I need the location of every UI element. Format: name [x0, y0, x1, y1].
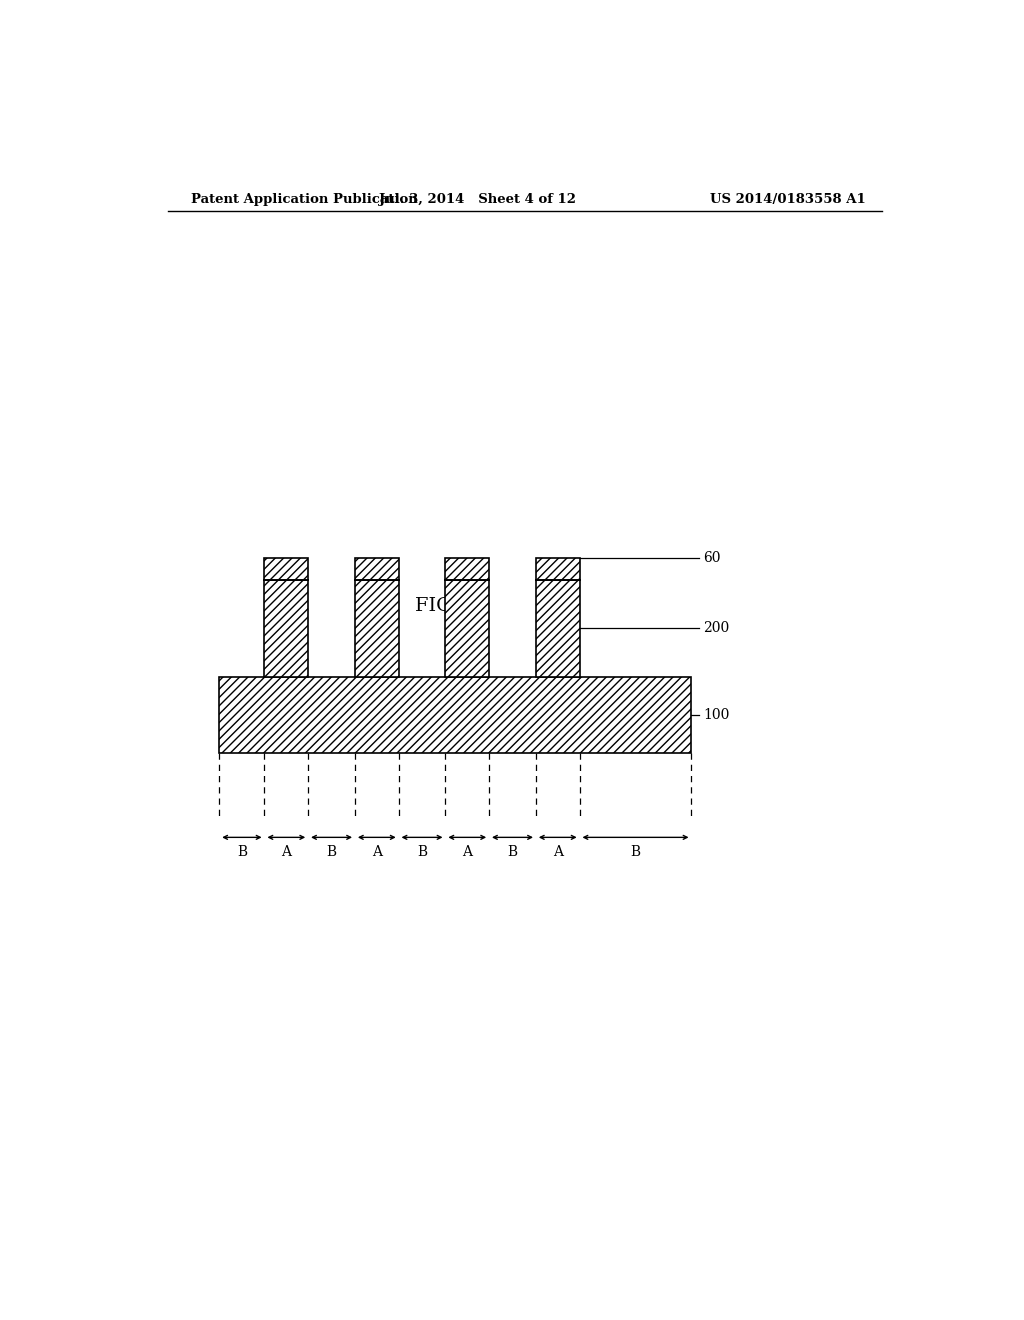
Bar — [536, 581, 580, 677]
Bar — [264, 558, 308, 581]
Bar — [264, 581, 308, 677]
Text: US 2014/0183558 A1: US 2014/0183558 A1 — [711, 193, 866, 206]
Text: A: A — [462, 845, 472, 858]
Text: Patent Application Publication: Patent Application Publication — [191, 193, 418, 206]
Bar — [219, 677, 691, 752]
Text: B: B — [631, 845, 641, 858]
Text: B: B — [237, 845, 247, 858]
Text: B: B — [327, 845, 337, 858]
Text: B: B — [417, 845, 427, 858]
Text: 100: 100 — [703, 708, 730, 722]
Text: FIG. 4: FIG. 4 — [415, 597, 476, 615]
Bar — [355, 558, 398, 581]
Text: 60: 60 — [703, 550, 721, 565]
Bar — [536, 558, 580, 581]
Text: A: A — [282, 845, 291, 858]
Text: A: A — [553, 845, 563, 858]
Bar — [445, 558, 489, 581]
Bar — [355, 581, 398, 677]
Text: B: B — [508, 845, 517, 858]
Text: A: A — [372, 845, 382, 858]
Bar — [445, 581, 489, 677]
Text: 200: 200 — [703, 622, 730, 635]
Text: Jul. 3, 2014   Sheet 4 of 12: Jul. 3, 2014 Sheet 4 of 12 — [379, 193, 575, 206]
